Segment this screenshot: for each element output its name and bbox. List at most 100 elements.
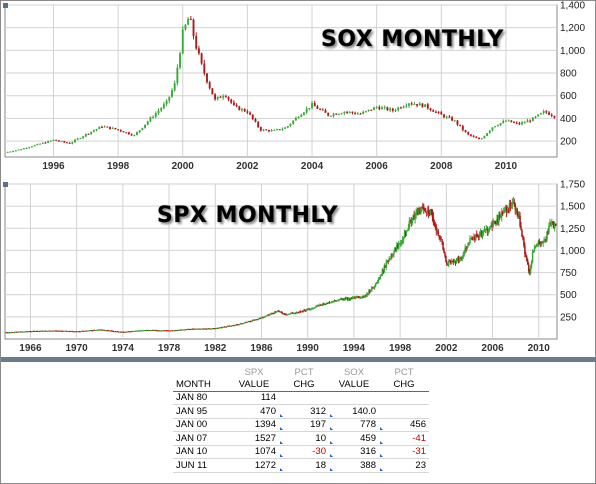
candle-body	[182, 329, 184, 331]
candle-body	[159, 330, 161, 332]
candle-body	[11, 332, 14, 334]
cell-value: -30	[312, 446, 326, 458]
candle-body	[194, 328, 197, 330]
candle-body	[420, 210, 422, 214]
candle-body	[47, 330, 50, 332]
candle-body	[96, 329, 99, 331]
candle-body	[65, 142, 68, 144]
candle-body	[39, 143, 41, 145]
candle-body	[102, 329, 104, 331]
candle-body	[85, 330, 87, 332]
candle-body	[407, 227, 410, 231]
table-cell-sox	[329, 391, 379, 405]
candle-body	[371, 287, 373, 291]
candle-body	[495, 222, 497, 224]
candle-body	[82, 330, 84, 332]
candle-body	[20, 149, 23, 151]
x-tick-label: 1986	[250, 343, 273, 354]
x-tick-label: 1974	[112, 343, 135, 354]
candle-body	[507, 120, 510, 122]
table-body: JAN 80 114 JAN 95 470 312 140.0 JAN 00 1394 197 7…	[173, 391, 429, 473]
candle-body	[517, 212, 519, 219]
candle-body	[372, 287, 375, 289]
candle-body	[492, 221, 494, 227]
candle-body	[242, 323, 244, 325]
candle-body	[106, 330, 108, 332]
candle-body	[72, 331, 75, 333]
candle-body	[211, 328, 213, 330]
candle-body	[462, 254, 465, 257]
candle-body	[296, 312, 299, 314]
candle-body	[176, 330, 179, 332]
candle-body	[122, 331, 125, 333]
candle-body	[554, 223, 557, 226]
candle-body	[527, 264, 530, 272]
candle-body	[415, 212, 417, 215]
candle-body	[191, 328, 194, 330]
cell-value: 312	[310, 405, 326, 417]
candle-body	[164, 330, 166, 332]
candle-body	[283, 313, 285, 315]
column-header: VALUE	[229, 378, 279, 392]
candle-body	[295, 312, 298, 314]
candle-body	[306, 309, 309, 311]
candle-body	[500, 216, 502, 218]
candle-body	[172, 330, 175, 332]
candle-body	[64, 330, 67, 332]
candle-body	[422, 207, 424, 209]
candle-body	[90, 330, 93, 332]
candle-body	[180, 329, 182, 331]
candle-body	[55, 139, 58, 141]
candle-body	[395, 247, 397, 250]
group-header-cell: PCT	[394, 367, 414, 378]
candle-body	[545, 111, 548, 113]
candle-body	[475, 234, 478, 236]
candle-body	[418, 210, 420, 215]
candle-body	[332, 301, 335, 303]
candle-body	[133, 135, 136, 137]
candle-body	[414, 214, 416, 219]
candle-body	[381, 107, 383, 110]
candle-body	[191, 328, 193, 330]
candle-body	[257, 121, 260, 128]
candle-body	[57, 330, 59, 332]
candle-body	[103, 329, 105, 331]
candle-body	[212, 328, 214, 330]
x-tick-label: 2010	[528, 343, 551, 354]
candle-body	[233, 325, 235, 327]
table-cell-sox: 778	[329, 418, 379, 432]
candle-body	[489, 226, 491, 228]
candle-body	[127, 331, 129, 333]
table-cell-sox-chg: -41	[379, 431, 429, 446]
candle-body	[88, 330, 90, 332]
candle-body	[185, 329, 187, 331]
candle-body	[249, 321, 252, 323]
candle-body	[354, 297, 357, 299]
x-tick-label: 2008	[430, 161, 453, 172]
candle-body	[523, 122, 526, 124]
candle-body	[442, 242, 444, 250]
candle-body	[535, 245, 538, 247]
x-tick-label: 2002	[435, 343, 458, 354]
candle-body	[413, 104, 416, 106]
candle-body	[255, 319, 258, 321]
candle-body	[77, 331, 79, 333]
y-tick-label: 200	[560, 137, 577, 148]
candle-body	[100, 329, 103, 331]
candle-body	[174, 330, 177, 332]
candle-body	[424, 209, 426, 211]
candle-body	[406, 230, 409, 232]
candle-body	[546, 231, 548, 240]
candle-body	[286, 314, 288, 316]
spx-chart-title: SPX MONTHLY	[157, 203, 339, 228]
candle-body	[527, 260, 529, 265]
candle-body	[303, 310, 306, 312]
candle-body	[316, 305, 318, 307]
candle-body	[196, 328, 199, 330]
candle-body	[375, 107, 378, 109]
table-cell-month: JAN 80	[173, 391, 229, 405]
candle-body	[503, 210, 506, 212]
candle-body	[341, 298, 343, 300]
candle-body	[92, 130, 95, 132]
candle-body	[148, 330, 151, 332]
